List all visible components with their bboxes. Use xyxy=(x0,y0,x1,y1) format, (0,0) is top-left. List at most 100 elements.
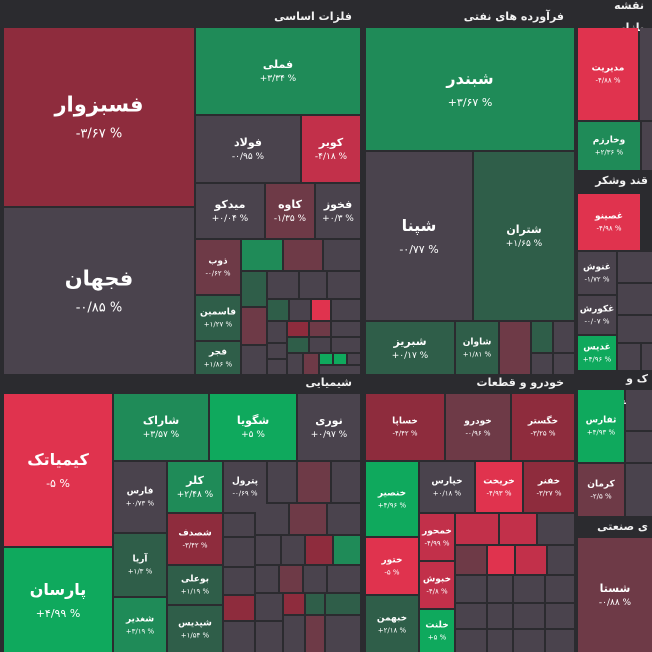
tile-unlabeled[interactable] xyxy=(514,576,544,602)
tile-shegoya[interactable]: شگویا +۵ % xyxy=(210,394,296,460)
tile-unlabeled[interactable] xyxy=(514,604,544,628)
tile-khamehvar[interactable]: خمحور -۴/۹۹ % xyxy=(420,514,454,560)
tile-shesadaf[interactable]: شصدف -۳/۴۲ % xyxy=(168,514,222,564)
tile-modiriat[interactable]: مدیریت -۴/۸۸ % xyxy=(578,28,638,120)
tile-unlabeled[interactable] xyxy=(304,566,326,592)
tile-unlabeled[interactable] xyxy=(256,594,282,620)
tile-unlabeled[interactable] xyxy=(456,576,486,602)
tile-midko[interactable]: میدکو +۰/۰۴ % xyxy=(196,184,264,238)
tile-safars[interactable]: ثفارس +۴/۹۳ % xyxy=(578,390,624,462)
tile-khegostar[interactable]: خگستر -۳/۲۵ % xyxy=(512,394,574,460)
tile-unlabeled[interactable] xyxy=(310,322,330,336)
tile-khanasir[interactable]: خنصیر +۴/۹۶ % xyxy=(366,462,418,536)
tile-unlabeled[interactable] xyxy=(242,308,266,344)
tile-shavan[interactable]: شاوان +۱/۸۱ % xyxy=(456,322,498,374)
tile-unlabeled[interactable] xyxy=(284,240,322,270)
tile-zob[interactable]: ذوب -۰/۶۲ % xyxy=(196,240,240,294)
tile-unlabeled[interactable] xyxy=(306,594,324,614)
tile-unlabeled[interactable] xyxy=(268,360,286,374)
tile-shabandar[interactable]: شبندر +۳/۶۷ % xyxy=(366,28,574,150)
tile-unlabeled[interactable] xyxy=(618,344,640,370)
tile-foolad[interactable]: فولاد -۰/۹۵ % xyxy=(196,116,300,182)
tile-unlabeled[interactable] xyxy=(554,354,574,374)
tile-unlabeled[interactable] xyxy=(456,604,486,628)
tile-shaghadir[interactable]: شغدیر +۳/۱۹ % xyxy=(114,598,166,652)
tile-sharak[interactable]: شاراک +۳/۵۷ % xyxy=(114,394,208,460)
tile-ghadis[interactable]: غدیس +۴/۹۶ % xyxy=(578,336,616,370)
tile-unlabeled[interactable] xyxy=(320,354,332,364)
tile-unlabeled[interactable] xyxy=(326,594,360,614)
tile-fars[interactable]: فارس +۰/۷۳ % xyxy=(114,462,166,532)
tile-khafanar[interactable]: خفنر -۳/۲۷ % xyxy=(524,462,574,512)
tile-unlabeled[interactable] xyxy=(334,536,360,564)
tile-unlabeled[interactable] xyxy=(256,566,278,592)
tile-unlabeled[interactable] xyxy=(514,630,544,652)
tile-unlabeled[interactable] xyxy=(456,514,498,544)
tile-unlabeled[interactable] xyxy=(268,322,286,342)
tile-unlabeled[interactable] xyxy=(324,240,360,270)
tile-unlabeled[interactable] xyxy=(224,622,254,652)
tile-unlabeled[interactable] xyxy=(626,432,652,462)
tile-ghakourosh[interactable]: غکورش -۰/۰۷ % xyxy=(578,296,616,334)
tile-unlabeled[interactable] xyxy=(328,566,360,592)
tile-unlabeled[interactable] xyxy=(306,536,332,564)
tile-unlabeled[interactable] xyxy=(306,616,324,652)
tile-unlabeled[interactable] xyxy=(224,538,254,566)
tile-unlabeled[interactable] xyxy=(288,354,302,374)
tile-unlabeled[interactable] xyxy=(298,462,330,502)
tile-parsan[interactable]: پارسان +۴/۹۹ % xyxy=(4,548,112,652)
tile-unlabeled[interactable] xyxy=(304,354,318,374)
tile-unlabeled[interactable] xyxy=(256,536,280,564)
tile-unlabeled[interactable] xyxy=(548,546,574,574)
tile-unlabeled[interactable] xyxy=(488,630,512,652)
tile-bouali[interactable]: بوعلی +۱/۱۹ % xyxy=(168,566,222,604)
tile-unlabeled[interactable] xyxy=(242,240,282,270)
tile-aria[interactable]: آریا +۱/۳ % xyxy=(114,534,166,596)
tile-unlabeled[interactable] xyxy=(320,366,360,374)
tile-unlabeled[interactable] xyxy=(532,354,552,374)
tile-unlabeled[interactable] xyxy=(500,322,530,374)
tile-unlabeled[interactable] xyxy=(242,346,266,374)
tile-unlabeled[interactable] xyxy=(618,284,652,314)
tile-unlabeled[interactable] xyxy=(224,596,254,620)
tile-unlabeled[interactable] xyxy=(642,122,652,170)
tile-fajr[interactable]: فجر +۱/۸۶ % xyxy=(196,342,240,374)
tile-unlabeled[interactable] xyxy=(642,344,652,370)
tile-unlabeled[interactable] xyxy=(546,630,574,652)
tile-shabriz[interactable]: شبریز +۰/۱۷ % xyxy=(366,322,454,374)
tile-unlabeled[interactable] xyxy=(332,300,360,320)
tile-unlabeled[interactable] xyxy=(268,344,286,358)
tile-fasmin[interactable]: فاسمین +۱/۲۷ % xyxy=(196,296,240,340)
tile-khatoor[interactable]: ختور -۵ % xyxy=(366,538,418,594)
tile-unlabeled[interactable] xyxy=(280,566,302,592)
tile-fajahan[interactable]: فجهان -۰/۸۵ % xyxy=(4,208,194,374)
tile-unlabeled[interactable] xyxy=(328,504,360,534)
tile-unlabeled[interactable] xyxy=(256,504,288,534)
tile-ghasino[interactable]: غصینو -۴/۹۸ % xyxy=(578,194,640,250)
tile-unlabeled[interactable] xyxy=(224,514,254,536)
tile-unlabeled[interactable] xyxy=(488,604,512,628)
tile-vakharazm[interactable]: وخارزم +۲/۳۶ % xyxy=(578,122,640,170)
tile-ghanoush[interactable]: غنوش -۱/۷۲ % xyxy=(578,252,616,294)
tile-khalent[interactable]: خلنت +۵ % xyxy=(420,610,454,652)
tile-kolor[interactable]: کلر +۲/۴۸ % xyxy=(168,462,222,512)
tile-khodro[interactable]: خودرو -۰/۹۶ % xyxy=(446,394,510,460)
tile-kimiatek[interactable]: کیمیاتک -۵ % xyxy=(4,394,112,546)
tile-unlabeled[interactable] xyxy=(626,390,652,430)
tile-kavir[interactable]: کویر -۴/۱۸ % xyxy=(302,116,360,182)
tile-unlabeled[interactable] xyxy=(618,252,652,282)
tile-kaveh[interactable]: کاوه -۱/۳۵ % xyxy=(266,184,314,238)
tile-unlabeled[interactable] xyxy=(348,354,360,364)
tile-unlabeled[interactable] xyxy=(332,338,360,352)
tile-unlabeled[interactable] xyxy=(546,576,574,602)
tile-kharikht[interactable]: خریخت -۴/۹۳ % xyxy=(476,462,522,512)
tile-unlabeled[interactable] xyxy=(500,514,536,544)
tile-shasta[interactable]: شستا -۰/۸۸ % xyxy=(578,538,652,652)
tile-unlabeled[interactable] xyxy=(328,272,360,298)
tile-fameli[interactable]: فملی +۳/۳۴ % xyxy=(196,28,360,114)
tile-shapna[interactable]: شپنا -۰/۷۷ % xyxy=(366,152,472,320)
tile-unlabeled[interactable] xyxy=(282,536,304,564)
tile-khasapa[interactable]: خساپا -۴/۴۲ % xyxy=(366,394,444,460)
tile-unlabeled[interactable] xyxy=(626,464,652,516)
tile-shetran[interactable]: شتران +۱/۶۵ % xyxy=(474,152,574,320)
